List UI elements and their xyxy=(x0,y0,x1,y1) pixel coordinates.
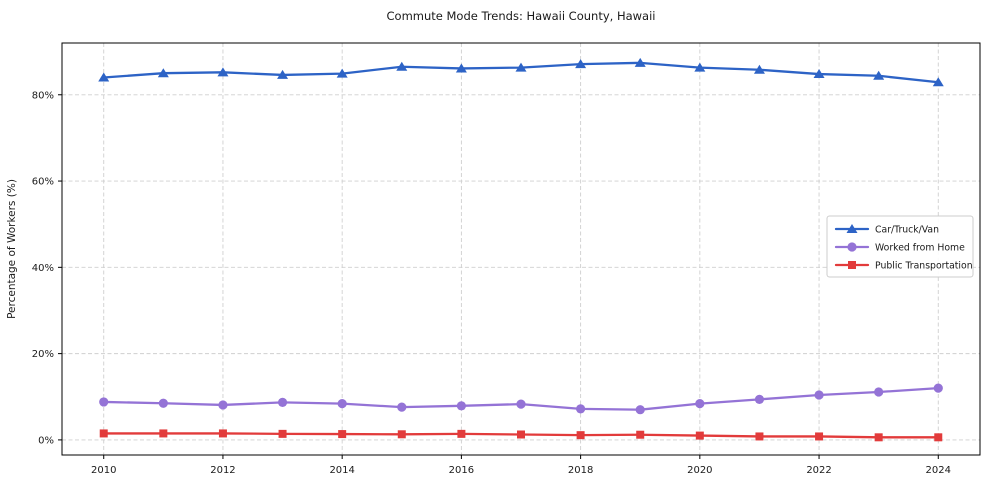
legend-box xyxy=(826,215,974,278)
data-point-car-truck-van xyxy=(575,59,587,69)
chart-title: Commute Mode Trends: Hawaii County, Hawa… xyxy=(387,9,656,23)
series-layer xyxy=(98,57,944,442)
data-point-public-transportation xyxy=(99,429,108,438)
data-point-public-transportation xyxy=(755,432,764,441)
data-point-car-truck-van xyxy=(98,72,110,82)
legend-entry-public-transportation: Public Transportation xyxy=(834,260,973,271)
x-tick-label: 2024 xyxy=(926,465,951,476)
data-point-worked-from-home xyxy=(99,397,109,407)
data-point-public-transportation xyxy=(517,430,525,439)
data-point-car-truck-van xyxy=(873,70,885,80)
legend-entry-car-truck-van: Car/Truck/Van xyxy=(834,224,939,235)
data-point-public-transportation xyxy=(576,431,585,440)
y-tick-label: 20% xyxy=(32,349,54,360)
data-point-worked-from-home xyxy=(933,383,943,393)
legend-swatch-marker xyxy=(847,242,857,252)
y-tick-label: 0% xyxy=(38,435,54,446)
axes-layer: 2010 2012 2014 2016 2018 2020 2022 2024 0% 20% 40%… xyxy=(32,42,981,476)
legend-swatch-marker xyxy=(848,261,856,269)
data-point-worked-from-home xyxy=(576,404,586,414)
data-point-car-truck-van xyxy=(157,68,169,78)
data-point-public-transportation xyxy=(278,429,287,438)
legend-entry-worked-from-home: Worked from Home xyxy=(834,242,965,253)
data-point-car-truck-van xyxy=(634,57,646,67)
legend-swatch-marker xyxy=(846,224,858,233)
data-point-public-transportation xyxy=(218,429,227,438)
data-point-car-truck-van xyxy=(396,61,408,71)
x-tick-label: 2020 xyxy=(687,465,712,476)
x-tick-label: 2018 xyxy=(568,465,593,476)
x-tick-label: 2010 xyxy=(91,465,116,476)
data-point-public-transportation xyxy=(695,431,704,440)
data-point-worked-from-home xyxy=(158,398,168,408)
data-point-car-truck-van xyxy=(277,69,289,79)
data-point-worked-from-home xyxy=(874,387,884,397)
legend-entry-label: Worked from Home xyxy=(875,242,965,253)
x-tick-label: 2022 xyxy=(806,465,831,476)
x-tick-label: 2014 xyxy=(329,465,354,476)
data-point-car-truck-van xyxy=(753,64,765,74)
y-tick-label: 40% xyxy=(32,263,54,274)
data-point-public-transportation xyxy=(159,429,168,438)
legend-entry-label: Public Transportation xyxy=(875,260,973,271)
data-point-public-transportation xyxy=(397,430,406,439)
data-point-public-transportation xyxy=(457,429,466,438)
data-point-worked-from-home xyxy=(337,399,347,409)
data-point-car-truck-van xyxy=(217,67,229,77)
y-tick-label: 60% xyxy=(32,177,54,188)
x-tick-label: 2016 xyxy=(449,465,474,476)
data-point-car-truck-van xyxy=(813,69,825,79)
data-point-public-transportation xyxy=(338,430,347,439)
y-axis-label: Percentage of Workers (%) xyxy=(6,179,18,319)
data-point-worked-from-home xyxy=(814,390,824,400)
data-point-public-transportation xyxy=(934,433,943,442)
data-point-worked-from-home xyxy=(277,397,288,407)
grid-layer xyxy=(62,43,980,455)
data-point-car-truck-van xyxy=(694,62,706,72)
data-point-worked-from-home xyxy=(635,405,645,415)
data-point-car-truck-van xyxy=(932,77,944,87)
data-point-public-transportation xyxy=(874,433,883,442)
legend: Car/Truck/Van Worked from Home Public Tran… xyxy=(826,215,974,278)
data-point-public-transportation xyxy=(815,432,824,441)
axes-border xyxy=(61,42,981,456)
data-point-car-truck-van xyxy=(455,63,467,73)
legend-entry-label: Car/Truck/Van xyxy=(875,224,939,235)
data-point-public-transportation xyxy=(636,430,645,439)
x-tick-label: 2012 xyxy=(210,465,235,476)
data-point-worked-from-home xyxy=(397,402,407,412)
data-point-worked-from-home xyxy=(456,401,466,411)
data-point-worked-from-home xyxy=(516,399,526,409)
data-point-worked-from-home xyxy=(695,399,705,409)
y-tick-label: 80% xyxy=(32,90,54,101)
data-point-worked-from-home xyxy=(218,400,228,410)
data-point-car-truck-van xyxy=(515,62,527,72)
data-point-worked-from-home xyxy=(754,394,765,404)
data-point-car-truck-van xyxy=(336,68,348,78)
